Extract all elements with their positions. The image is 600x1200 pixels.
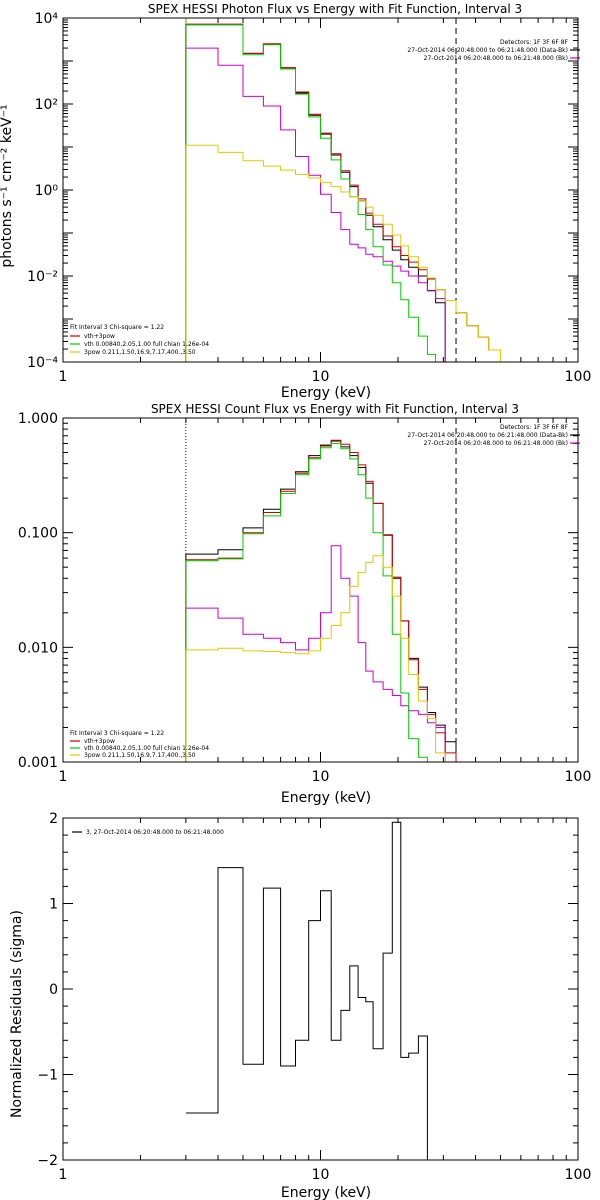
p1-legend: Detectors: 1F 3F 6F 8F 27-Oct-2014 06:20… xyxy=(70,39,580,356)
p3-ytick-label: 1 xyxy=(49,897,58,913)
p3-ylabel: Normalized Residuals (sigma) xyxy=(9,910,25,1118)
p1-series-0 xyxy=(185,24,446,362)
p3-ytick-label: 0 xyxy=(49,982,58,998)
p2-ytick-label: 0.010 xyxy=(18,640,58,656)
p1-series-group xyxy=(185,23,512,363)
p3-xlabel: Energy (keV) xyxy=(281,1185,371,1200)
p2-plot-frame xyxy=(62,417,579,763)
p2-ytick-label: 1.000 xyxy=(18,411,58,427)
p1-title: SPEX HESSI Photon Flux vs Energy with Fi… xyxy=(148,2,522,16)
p3-legend-label: 3, 27-Oct-2014 06:20:48.000 to 06:21:48.… xyxy=(86,829,224,836)
p3-series-0 xyxy=(185,821,436,1161)
p1-series-3 xyxy=(185,24,446,363)
count-flux-panel: SPEX HESSI Count Flux vs Energy with Fit… xyxy=(18,402,591,806)
p3-xtick-label: 100 xyxy=(565,1167,592,1183)
p1-ytick-label: 10⁻⁴ xyxy=(27,355,58,371)
p2-legend-detectors: Detectors: 1F 3F 6F 8F xyxy=(500,424,569,431)
p2-legend-data: 27-Oct-2014 06:20:48.000 to 06:21:48.000… xyxy=(407,432,568,439)
p1-legend-data: 27-Oct-2014 06:20:48.000 to 06:21:48.000… xyxy=(407,47,568,54)
p2-axes: 1 10 100 0.001 0.010 0.100 1.000 xyxy=(18,411,591,785)
p3-ytick-label: −2 xyxy=(37,1153,58,1169)
p2-series-0 xyxy=(185,440,457,762)
p3-ytick-label: −1 xyxy=(37,1068,58,1084)
p2-legend-fit: Fit Interval 3 Chi-square = 1.22 xyxy=(70,730,164,737)
p2-ytick-label: 0.001 xyxy=(18,755,58,771)
photon-flux-panel: SPEX HESSI Photon Flux vs Energy with Fi… xyxy=(0,2,591,401)
p1-ytick-label: 10⁴ xyxy=(35,11,59,27)
p1-legend-vth3pow: vth+3pow xyxy=(84,333,115,340)
p1-legend-bk: 27-Oct-2014 06:20:48.000 to 06:21:48.000… xyxy=(424,55,568,62)
p2-title: SPEX HESSI Count Flux vs Energy with Fit… xyxy=(151,402,519,416)
p1-plot-frame xyxy=(62,17,579,363)
p2-series-group xyxy=(185,439,457,762)
p2-legend: Detectors: 1F 3F 6F 8F 27-Oct-2014 06:20… xyxy=(70,424,580,759)
p2-series-3 xyxy=(185,442,428,762)
p3-axes: 1 10 100 −2 −1 0 1 2 xyxy=(37,811,591,1183)
p3-xtick-label: 1 xyxy=(59,1167,68,1183)
p3-plot-frame xyxy=(62,817,579,1161)
p2-xtick-label: 100 xyxy=(565,769,592,785)
p1-legend-vth: vth 0.00840,2.05,1.00 full chian 1.26e-0… xyxy=(84,341,209,348)
p1-legend-3pow: 3pow 0.211,1.50,16.9,7.17,400.,3.50 xyxy=(84,349,196,356)
p3-ytick-label: 2 xyxy=(49,811,58,827)
p1-xtick-label: 10 xyxy=(312,369,330,385)
p1-series-2 xyxy=(185,23,512,363)
p3-series-group xyxy=(185,821,436,1161)
p2-legend-vth3pow: vth+3pow xyxy=(84,738,115,745)
p1-xtick-label: 1 xyxy=(59,369,68,385)
p2-legend-vth: vth 0.00840,2.05,1.00 full chian 1.26e-0… xyxy=(84,745,209,752)
p1-series-4 xyxy=(185,144,512,363)
p2-xtick-label: 10 xyxy=(312,769,330,785)
p2-xlabel: Energy (keV) xyxy=(281,790,371,806)
p1-ylabel: photons s⁻¹ cm⁻² keV⁻¹ xyxy=(0,104,15,267)
p3-xtick-label: 10 xyxy=(312,1167,330,1183)
p1-legend-fit: Fit Interval 3 Chi-square = 1.22 xyxy=(70,324,164,331)
p1-ytick-label: 10⁻² xyxy=(27,269,58,285)
p2-legend-bk: 27-Oct-2014 06:20:48.000 to 06:21:48.000… xyxy=(424,440,568,447)
residuals-panel: Energy (keV) Normalized Residuals (sigma… xyxy=(9,811,591,1200)
p2-series-2 xyxy=(185,439,457,762)
p2-legend-3pow: 3pow 0.211,1.50,16.9,7.17,400.,3.50 xyxy=(84,752,196,759)
p1-ytick-label: 10² xyxy=(35,97,58,113)
p3-legend: 3, 27-Oct-2014 06:20:48.000 to 06:21:48.… xyxy=(72,829,224,836)
p1-xtick-label: 100 xyxy=(565,369,592,385)
p1-axes: 1 10 100 10⁻⁴ 10⁻² 10⁰ 10² 10⁴ xyxy=(27,11,591,385)
p1-xlabel: Energy (keV) xyxy=(281,385,371,401)
p2-ytick-label: 0.100 xyxy=(18,526,58,542)
p1-ytick-label: 10⁰ xyxy=(35,183,59,199)
p1-legend-detectors: Detectors: 1F 3F 6F 8F xyxy=(500,39,569,46)
p2-series-4 xyxy=(185,555,446,762)
p2-series-1 xyxy=(185,545,446,762)
p1-series-1 xyxy=(185,47,446,362)
p2-xtick-label: 1 xyxy=(59,769,68,785)
